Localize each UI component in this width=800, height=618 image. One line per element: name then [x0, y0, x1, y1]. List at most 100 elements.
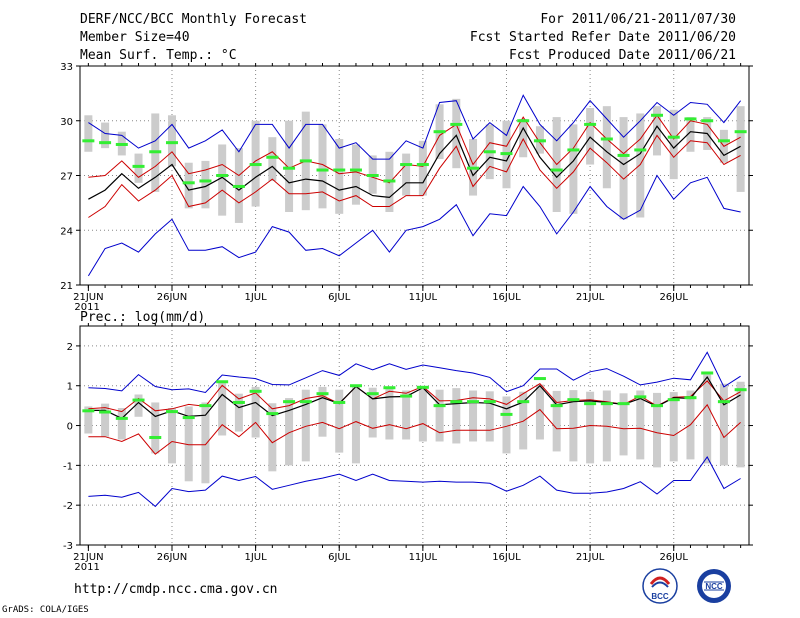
obs-range-bar [636, 390, 645, 460]
forecast-marker [617, 402, 630, 406]
forecast-marker [584, 402, 597, 406]
y-tick-label: 21 [60, 281, 73, 292]
obs-range-bar [736, 381, 745, 468]
x-tick-label: 21JUL [576, 292, 605, 303]
forecast-marker [584, 122, 597, 126]
x-tick-label: 6JUL [328, 292, 351, 303]
forecast-marker [517, 119, 530, 123]
obs-range-bar [619, 393, 628, 456]
obs-range-bar [351, 144, 360, 205]
forecast-marker [416, 163, 429, 167]
y-tick-label: 1 [67, 382, 73, 393]
forecast-marker [667, 398, 680, 402]
forecast-period: For 2011/06/21-2011/07/30 [540, 12, 736, 27]
forecast-marker [500, 152, 513, 156]
x-tick-label: 11JUL [409, 292, 438, 303]
y-tick-label: -2 [63, 501, 73, 512]
y-tick-label: 2 [67, 342, 73, 353]
y-tick-label: 30 [60, 117, 73, 128]
forecast-marker [266, 155, 279, 159]
obs-range-bar [218, 144, 227, 216]
forecast-marker [333, 400, 346, 404]
forecast-marker [232, 400, 245, 404]
obs-range-bar [184, 406, 193, 482]
forecast-marker [316, 168, 329, 172]
obs-range-bar [268, 137, 277, 181]
forecast-marker [600, 137, 613, 141]
x-tick-label: 21JUN [73, 552, 103, 563]
x-tick-label: 26JUN [157, 552, 187, 563]
forecast-marker [115, 416, 128, 420]
forecast-marker [651, 113, 664, 117]
obs-range-bar [368, 387, 377, 438]
panel-0: 21 24 27 30 33 21JUN 26JUN 1JUL 6JUL 11JUL 16JUL 21… [60, 62, 753, 313]
x-tick-label: 26JUL [659, 552, 688, 563]
forecast-marker [99, 410, 112, 414]
forecast-marker [550, 404, 563, 408]
forecast-marker [433, 130, 446, 134]
obs-range-bar [184, 162, 193, 209]
forecast-marker [199, 179, 212, 183]
forecast-marker [517, 400, 530, 404]
x-tick-label: 11JUL [409, 552, 438, 563]
source-url[interactable]: http://cmdp.ncc.cma.gov.cn [74, 582, 278, 597]
obs-range-bar [218, 382, 227, 436]
obs-range-bar [234, 393, 243, 432]
x-tick-label: 21JUN [73, 292, 103, 303]
forecast-marker [216, 174, 229, 177]
forecast-marker [701, 371, 714, 375]
obs-range-bar [686, 117, 695, 152]
obs-range-bar [134, 153, 143, 183]
bcc-logo-text: BCC [651, 592, 669, 601]
obs-range-bar [385, 388, 394, 440]
obs-range-bar [335, 139, 344, 214]
y-tick-label: 33 [60, 62, 73, 73]
forecast-marker [216, 380, 229, 384]
obs-range-bar [84, 406, 93, 434]
forecast-marker [249, 389, 262, 393]
forecast-marker [249, 163, 262, 167]
obs-range-bar [151, 402, 160, 454]
obs-range-bar [418, 140, 427, 196]
y-tick-label: 0 [67, 422, 73, 433]
forecast-marker [165, 141, 178, 145]
forecast-marker [483, 400, 496, 404]
y-tick-label: 27 [60, 172, 73, 183]
forecast-marker [500, 412, 513, 416]
ncc-logo-text: NCC [705, 582, 723, 591]
obs-range-bar [719, 383, 728, 466]
y-tick-label: -1 [63, 461, 73, 472]
obs-range-bar [485, 391, 494, 442]
obs-range-bar [452, 388, 461, 444]
forecast-marker [299, 400, 312, 404]
forecast-marker [316, 392, 329, 396]
obs-range-bar [201, 160, 210, 209]
forecast-marker [199, 404, 212, 408]
forecast-marker [165, 410, 178, 414]
obs-range-bar [619, 117, 628, 220]
series-max-line [88, 351, 741, 394]
obs-range-bar [669, 109, 678, 180]
obs-range-bar [502, 396, 511, 454]
obs-range-bar [469, 390, 478, 442]
x-tick-label: 26JUN [157, 292, 187, 303]
forecast-marker [651, 404, 664, 408]
obs-range-bar [669, 392, 678, 462]
forecast-marker [701, 119, 714, 123]
forecast-marker [115, 142, 128, 146]
forecast-marker [550, 168, 563, 172]
obs-range-bar [519, 391, 528, 450]
obs-range-bar [569, 390, 578, 462]
grads-credit: GrADS: COLA/IGES [2, 605, 89, 615]
started-refer-date: Fcst Started Refer Date 2011/06/20 [469, 30, 736, 45]
forecast-marker [617, 153, 630, 157]
forecast-marker [400, 163, 413, 167]
produced-date: Fcst Produced Date 2011/06/21 [509, 48, 736, 63]
forecast-marker [717, 139, 730, 143]
forecast-marker [450, 400, 463, 404]
forecast-marker [366, 392, 379, 396]
forecast-marker [684, 396, 697, 400]
forecast-marker [416, 385, 429, 389]
forecast-marker [149, 435, 162, 439]
obs-range-bar [101, 403, 110, 437]
